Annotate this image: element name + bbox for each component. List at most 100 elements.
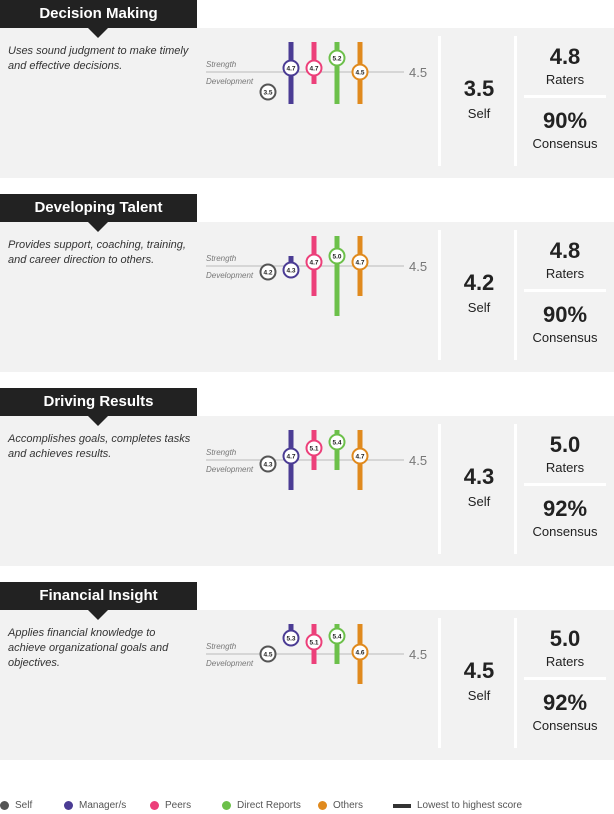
self-score-marker [259,263,277,281]
score-chart: Strength Development 4.5 4.5 5.3 5.1 5.4 4.6 [200,610,440,760]
divider [514,618,517,748]
self-score-marker [259,83,277,101]
self-label: Self [467,300,491,315]
consensus-score: 90% [542,108,588,133]
legend-peers: Peers [150,800,191,811]
self-score-label: 4.2 [263,270,272,277]
self-score-block: 3.5 Self [443,76,515,121]
competency-description: Accomplishes goals, completes tasks and … [8,433,191,460]
norm-value: 4.5 [409,453,427,468]
self-label: Self [467,688,491,703]
raters-label: Raters [545,266,585,281]
others-dot-icon [318,801,327,810]
divider [438,230,441,360]
strength-label: Strength [206,60,237,69]
divider [524,483,606,486]
manager-score-marker [282,447,300,465]
consensus-label: Consensus [532,718,598,733]
competency-panel: Uses sound judgment to make timely and e… [0,28,614,178]
raters-label: Raters [545,72,585,87]
consensus-label: Consensus [532,136,598,151]
consensus-label: Consensus [532,330,598,345]
competency-section: Financial Insight Applies financial know… [0,582,614,760]
direct-dot-icon [222,801,231,810]
self-score: 4.3 [463,464,495,489]
self-score-label: 3.5 [263,90,272,97]
manager-score-label: 5.3 [286,636,295,643]
others-score-marker [351,253,369,271]
peers-score-label: 4.7 [309,260,318,267]
consensus-score: 92% [542,690,588,715]
norm-value: 4.5 [409,647,427,662]
raters-block: 4.8 Raters 90% Consensus [524,238,606,345]
competency-description: Applies financial knowledge to achieve o… [8,627,169,669]
manager-score-marker [282,261,300,279]
divider [524,95,606,98]
divider [524,289,606,292]
divider [514,424,517,554]
divider [438,36,441,166]
competency-description: Uses sound judgment to make timely and e… [8,45,189,72]
score-chart: Strength Development 4.5 3.5 4.7 4.7 5.2 4.5 [200,28,440,178]
raters-block: 4.8 Raters 90% Consensus [524,44,606,151]
direct-score-marker [328,433,346,451]
competency-section: Developing Talent Provides support, coac… [0,194,614,372]
manager-score-marker [282,629,300,647]
direct-score-marker [328,627,346,645]
competency-title: Financial Insight [0,582,197,620]
others-score-label: 4.6 [355,650,364,657]
legend-range: Lowest to highest score [393,800,522,811]
peers-score-label: 5.1 [309,446,318,453]
self-score-block: 4.5 Self [443,658,515,703]
competency-panel: Provides support, coaching, training, an… [0,222,614,372]
legend-direct: Direct Reports [222,800,301,811]
raters-label: Raters [545,460,585,475]
manager-dot-icon [64,801,73,810]
raters-block: 5.0 Raters 92% Consensus [524,432,606,539]
others-score-marker [351,447,369,465]
legend-label: Others [333,800,364,811]
direct-score-marker [328,49,346,67]
self-score-marker [259,455,277,473]
manager-score-label: 4.3 [286,268,295,275]
direct-score-label: 5.2 [332,56,341,63]
manager-score-label: 4.7 [286,66,295,73]
legend-label: Lowest to highest score [417,800,523,811]
score-chart-svg: Strength Development 4.5 4.3 4.7 5.1 5.4 4.7 [206,430,427,490]
consensus-score: 92% [542,496,588,521]
peers-score-label: 4.7 [309,66,318,73]
competency-title: Driving Results [0,388,197,426]
others-score-label: 4.5 [355,70,364,77]
score-chart: Strength Development 4.5 4.2 4.3 4.7 5.0 4.7 [200,222,440,372]
direct-score-label: 5.4 [332,440,341,447]
legend-self: Self [0,800,32,811]
others-score-marker [351,643,369,661]
self-label: Self [467,106,491,121]
legend-label: Peers [165,800,192,811]
competency-panel: Applies financial knowledge to achieve o… [0,610,614,760]
raters-score: 5.0 [549,432,581,457]
raters-score: 4.8 [549,238,581,263]
legend-manager: Manager/s [64,800,126,811]
divider [514,36,517,166]
competency-title: Decision Making [0,0,197,38]
divider [438,424,441,554]
legend-label: Direct Reports [237,800,301,811]
legend-others: Others [318,800,363,811]
divider [524,677,606,680]
self-score-label: 4.5 [263,652,272,659]
raters-label: Raters [545,654,585,669]
divider [514,230,517,360]
strength-label: Strength [206,642,237,651]
manager-score-marker [282,59,300,77]
peers-score-marker [305,59,323,77]
score-chart-svg: Strength Development 4.5 4.2 4.3 4.7 5.0 4.7 [206,236,427,316]
direct-score-marker [328,247,346,265]
norm-value: 4.5 [409,259,427,274]
direct-range-bar [334,42,340,104]
raters-block: 5.0 Raters 92% Consensus [524,626,606,733]
direct-score-label: 5.0 [332,254,341,261]
raters-score: 4.8 [549,44,581,69]
self-dot-icon [0,801,9,810]
peers-score-marker [305,633,323,651]
